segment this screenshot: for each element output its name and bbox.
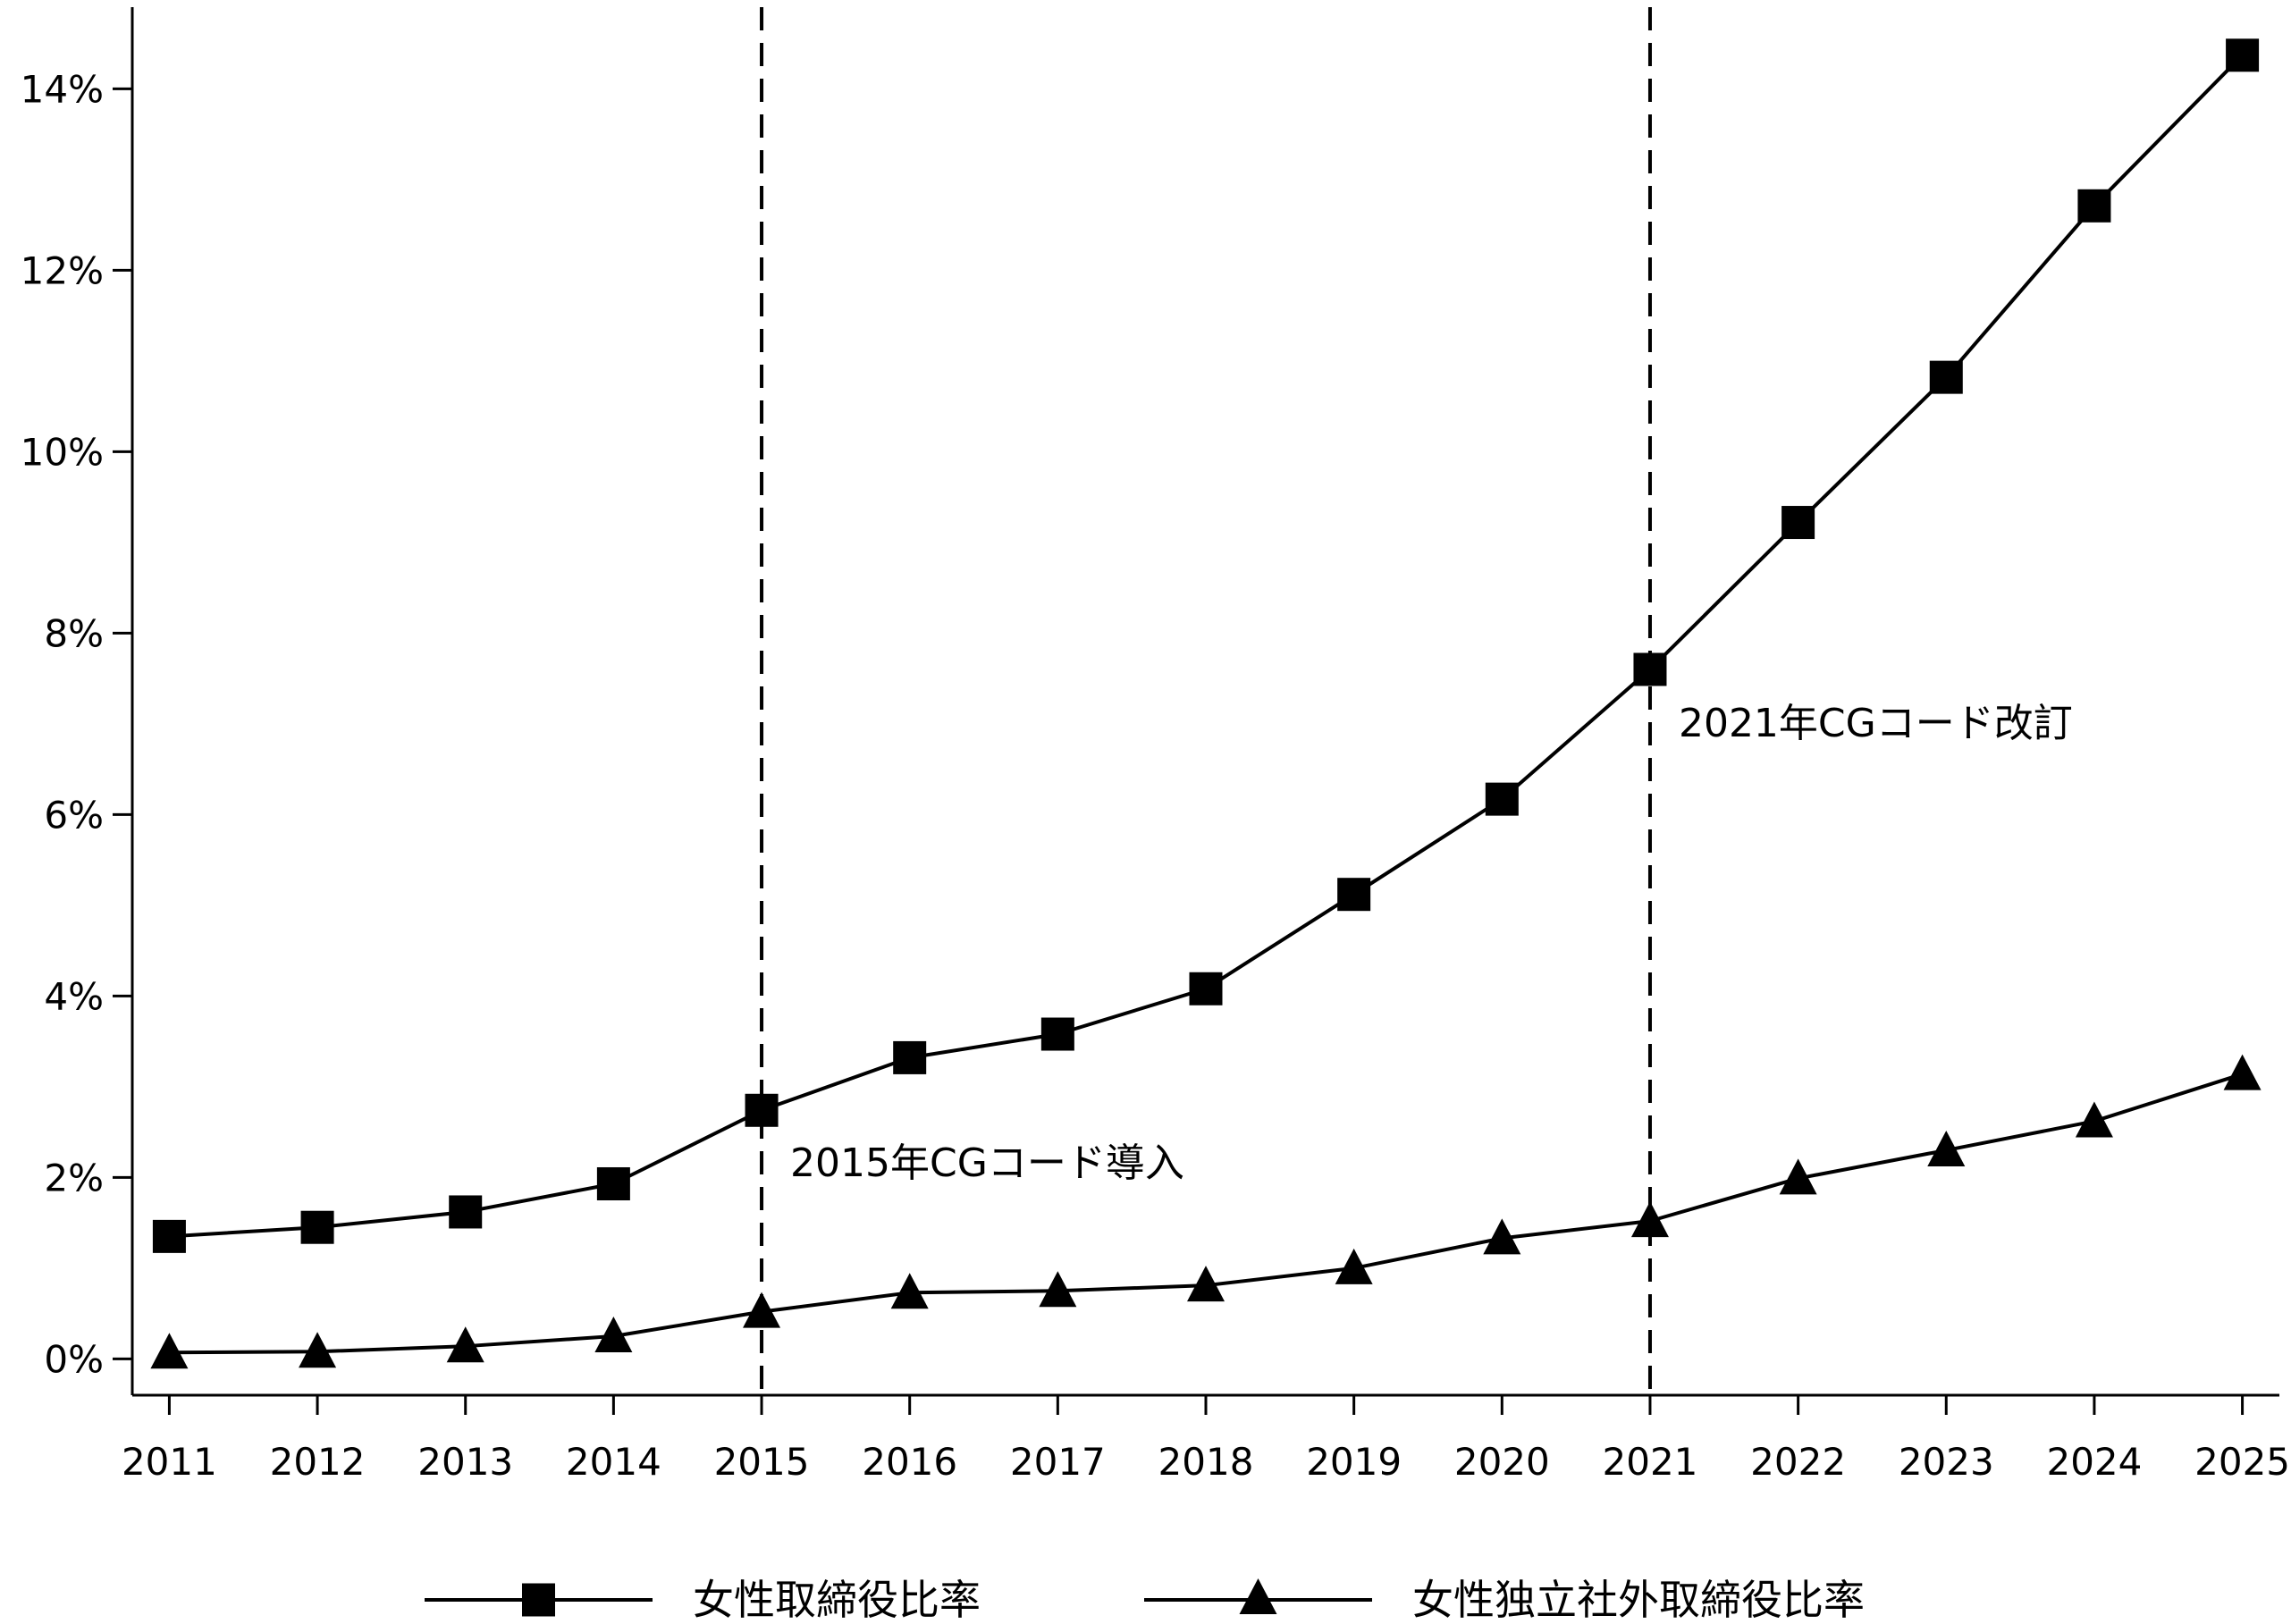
x-tick-label: 2025	[2194, 1440, 2290, 1484]
y-tick-label: 8%	[44, 611, 104, 655]
data-point	[150, 1333, 189, 1369]
series-1	[152, 38, 2260, 1253]
data-point	[1040, 1017, 1074, 1051]
data-point	[1335, 1248, 1373, 1284]
data-point	[152, 1219, 186, 1253]
data-point	[2223, 1054, 2262, 1090]
x-tick-label: 2016	[862, 1440, 957, 1484]
data-point	[743, 1292, 781, 1328]
legend-label: 女性独立社外取締役比率	[1412, 1576, 1865, 1624]
x-tick-label: 2019	[1306, 1440, 1402, 1484]
data-point	[1189, 972, 1223, 1006]
data-point	[300, 1210, 334, 1244]
data-point	[1483, 1218, 1521, 1255]
data-point	[449, 1195, 483, 1229]
data-point	[446, 1326, 484, 1363]
x-tick-label: 2014	[566, 1440, 661, 1484]
series-group	[150, 38, 2262, 1369]
data-point	[1779, 1158, 1817, 1195]
data-point	[596, 1166, 630, 1200]
data-point	[1337, 878, 1371, 912]
data-point	[1485, 782, 1519, 816]
data-point	[1039, 1271, 1077, 1308]
y-tick-label: 0%	[44, 1337, 104, 1381]
x-tick-label: 2011	[122, 1440, 217, 1484]
legend-item-1: 女性取締役比率	[425, 1576, 981, 1624]
annotation-label: 2015年CGコード導入	[790, 1140, 1184, 1186]
series-2	[150, 1054, 2262, 1369]
data-point	[2075, 1101, 2113, 1138]
data-point	[2226, 38, 2260, 72]
legend: 女性取締役比率 女性独立社外取締役比率	[425, 1576, 1865, 1624]
x-tick-label: 2024	[2046, 1440, 2142, 1484]
data-point	[1633, 652, 1667, 686]
data-point	[1781, 506, 1815, 540]
x-tick-label: 2022	[1750, 1440, 1846, 1484]
data-point	[893, 1040, 927, 1074]
x-tick-label: 2023	[1899, 1440, 1994, 1484]
series-line	[169, 54, 2245, 1239]
y-tick-label: 6%	[44, 793, 104, 837]
data-point	[299, 1332, 337, 1368]
y-tick-label: 2%	[44, 1156, 104, 1199]
axes: 0% 2% 4% 6% 8% 10% 12% 14% 2011 2012 2013 2014 2015 2…	[21, 7, 2290, 1484]
data-point	[594, 1317, 633, 1353]
data-point	[1630, 1201, 1669, 1238]
data-point	[745, 1093, 779, 1127]
legend-marker	[522, 1583, 555, 1617]
y-tick-label: 12%	[21, 248, 104, 292]
data-point	[1187, 1266, 1225, 1302]
data-point	[2077, 189, 2111, 223]
y-tick-label: 10%	[21, 430, 104, 474]
legend-label: 女性取締役比率	[693, 1576, 981, 1624]
legend-item-2: 女性独立社外取締役比率	[1144, 1576, 1865, 1624]
x-tick-label: 2017	[1010, 1440, 1106, 1484]
data-point	[1927, 1130, 1966, 1166]
x-tick-label: 2021	[1603, 1440, 1698, 1484]
x-tick-label: 2012	[270, 1440, 366, 1484]
y-tick-label: 4%	[44, 974, 104, 1018]
annotations: 2015年CGコード導入 2021年CGコード改訂	[760, 7, 2073, 1395]
x-tick-label: 2015	[714, 1440, 810, 1484]
x-tick-label: 2018	[1158, 1440, 1254, 1484]
data-point	[890, 1273, 929, 1309]
y-tick-label: 14%	[21, 67, 104, 111]
x-tick-label: 2020	[1454, 1440, 1550, 1484]
legend-marker	[1239, 1578, 1277, 1614]
x-tick-label: 2013	[417, 1440, 513, 1484]
data-point	[1929, 360, 1963, 394]
annotation-label: 2021年CGコード改訂	[1679, 701, 2073, 746]
